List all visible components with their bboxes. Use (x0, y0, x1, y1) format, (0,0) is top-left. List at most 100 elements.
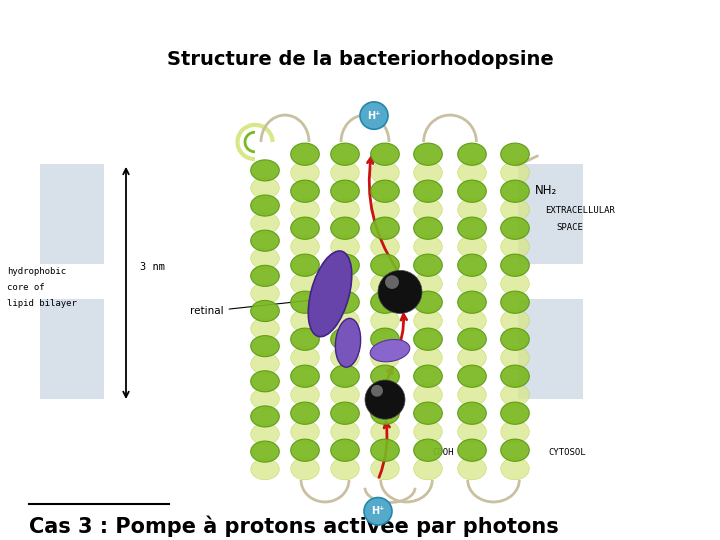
Ellipse shape (330, 217, 359, 239)
Ellipse shape (336, 319, 361, 367)
Ellipse shape (414, 199, 442, 221)
Ellipse shape (500, 143, 529, 165)
Ellipse shape (251, 353, 279, 374)
Ellipse shape (414, 254, 442, 276)
Ellipse shape (291, 254, 319, 276)
Ellipse shape (251, 300, 279, 321)
Ellipse shape (330, 383, 359, 406)
Text: retinal: retinal (190, 298, 321, 316)
Ellipse shape (458, 402, 486, 424)
Ellipse shape (414, 291, 442, 313)
Ellipse shape (458, 217, 486, 239)
Ellipse shape (500, 217, 529, 239)
Ellipse shape (500, 309, 529, 332)
Text: NH₂: NH₂ (535, 185, 557, 198)
Ellipse shape (500, 199, 529, 221)
FancyBboxPatch shape (518, 164, 583, 265)
FancyBboxPatch shape (40, 164, 104, 265)
Ellipse shape (330, 309, 359, 332)
Ellipse shape (414, 439, 442, 461)
Ellipse shape (458, 439, 486, 461)
Ellipse shape (500, 421, 529, 443)
Ellipse shape (251, 195, 279, 216)
Ellipse shape (330, 254, 359, 276)
Ellipse shape (251, 388, 279, 409)
Ellipse shape (500, 383, 529, 406)
Ellipse shape (291, 180, 319, 202)
Circle shape (378, 271, 422, 313)
Ellipse shape (500, 328, 529, 350)
Ellipse shape (500, 439, 529, 461)
Ellipse shape (291, 199, 319, 221)
Ellipse shape (371, 309, 400, 332)
Ellipse shape (371, 199, 400, 221)
FancyBboxPatch shape (40, 299, 104, 399)
Circle shape (385, 275, 399, 289)
Ellipse shape (458, 235, 486, 258)
Ellipse shape (458, 143, 486, 165)
FancyBboxPatch shape (518, 299, 583, 399)
Ellipse shape (414, 383, 442, 406)
Ellipse shape (251, 371, 279, 392)
Ellipse shape (500, 180, 529, 202)
Ellipse shape (371, 273, 400, 295)
Ellipse shape (371, 402, 400, 424)
Ellipse shape (414, 402, 442, 424)
Ellipse shape (291, 347, 319, 369)
Ellipse shape (371, 383, 400, 406)
Ellipse shape (500, 254, 529, 276)
Ellipse shape (500, 347, 529, 369)
Text: EXTRACELLULAR: EXTRACELLULAR (545, 206, 615, 215)
Ellipse shape (371, 421, 400, 443)
Ellipse shape (291, 309, 319, 332)
Text: hydrophobic: hydrophobic (7, 267, 66, 276)
Ellipse shape (291, 291, 319, 313)
Ellipse shape (458, 347, 486, 369)
Ellipse shape (414, 365, 442, 387)
Ellipse shape (458, 254, 486, 276)
Ellipse shape (330, 365, 359, 387)
Ellipse shape (308, 251, 352, 336)
Ellipse shape (330, 347, 359, 369)
Ellipse shape (500, 291, 529, 313)
Ellipse shape (500, 365, 529, 387)
Ellipse shape (330, 328, 359, 350)
Text: H⁺: H⁺ (367, 111, 381, 120)
Ellipse shape (458, 180, 486, 202)
Ellipse shape (414, 347, 442, 369)
Ellipse shape (251, 458, 279, 480)
Ellipse shape (500, 161, 529, 184)
Ellipse shape (371, 365, 400, 387)
Ellipse shape (330, 161, 359, 184)
Ellipse shape (330, 235, 359, 258)
Ellipse shape (291, 402, 319, 424)
Ellipse shape (458, 273, 486, 295)
Text: SPACE: SPACE (556, 222, 583, 232)
Ellipse shape (371, 328, 400, 350)
Ellipse shape (500, 457, 529, 480)
Ellipse shape (291, 273, 319, 295)
Ellipse shape (370, 340, 410, 362)
Text: COOH: COOH (432, 448, 454, 457)
Ellipse shape (371, 180, 400, 202)
Ellipse shape (291, 439, 319, 461)
Ellipse shape (414, 273, 442, 295)
Ellipse shape (251, 213, 279, 234)
Circle shape (371, 385, 383, 397)
Ellipse shape (458, 365, 486, 387)
Ellipse shape (414, 328, 442, 350)
Ellipse shape (251, 178, 279, 199)
Ellipse shape (458, 161, 486, 184)
Circle shape (365, 380, 405, 419)
Ellipse shape (414, 180, 442, 202)
Text: Structure de la bacteriorhodopsine: Structure de la bacteriorhodopsine (166, 50, 554, 69)
Ellipse shape (291, 457, 319, 480)
Ellipse shape (414, 235, 442, 258)
Ellipse shape (330, 291, 359, 313)
Ellipse shape (371, 235, 400, 258)
Ellipse shape (414, 421, 442, 443)
Ellipse shape (251, 423, 279, 444)
Ellipse shape (330, 199, 359, 221)
Text: lipid bilayer: lipid bilayer (7, 299, 77, 308)
Ellipse shape (291, 235, 319, 258)
